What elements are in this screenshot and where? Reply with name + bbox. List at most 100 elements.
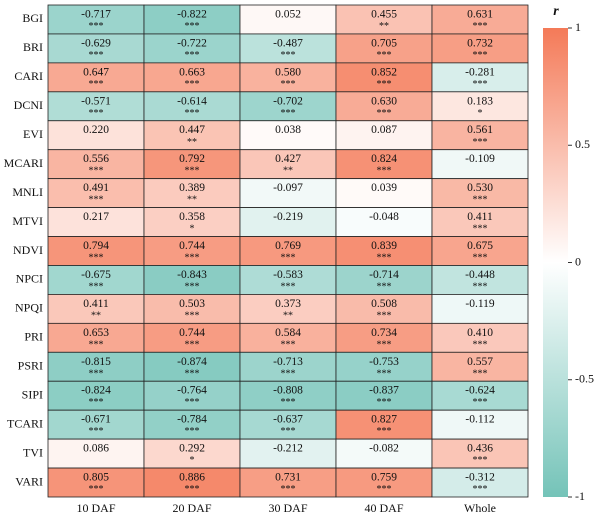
cell-value: 0.373: [275, 298, 301, 310]
cell-value: 0.389: [179, 182, 205, 194]
cell-value: 0.039: [371, 182, 397, 194]
cell-significance: ***: [89, 426, 104, 437]
y-tick-label: CARI: [14, 69, 43, 83]
heatmap-cell: [431, 265, 529, 295]
heatmap-cell: [143, 120, 241, 151]
cell-value: 0.839: [371, 240, 397, 252]
colorbar-tick-label: 0: [575, 254, 581, 268]
heatmap-cell: [335, 322, 433, 353]
cell-value: -0.219: [273, 211, 303, 223]
cell-value: 0.824: [371, 153, 397, 165]
x-tick-label: 20 DAF: [172, 501, 211, 515]
heatmap-cell: [47, 207, 145, 237]
cell-value: 0.584: [275, 327, 301, 339]
cell-value: -0.448: [465, 269, 495, 281]
y-tick-label: TCARI: [7, 416, 43, 430]
heatmap-cell: [335, 91, 433, 122]
cell-value: -0.624: [465, 385, 495, 397]
heatmap-cell: [335, 265, 433, 295]
cell-significance: ***: [89, 166, 104, 177]
cell-value: 0.647: [83, 66, 109, 78]
cell-value: 0.769: [275, 240, 301, 252]
cell-value: 0.886: [179, 472, 205, 484]
heatmap-cell: [47, 33, 145, 64]
heatmap-cell: [143, 62, 241, 93]
colorbar: [543, 28, 568, 497]
cell-significance: ***: [89, 21, 104, 32]
cell-significance: ***: [281, 426, 296, 437]
cell-value: -0.212: [273, 443, 303, 455]
cell-significance: ***: [185, 21, 200, 32]
cell-significance: ***: [89, 397, 104, 408]
heatmap-cell: [239, 409, 337, 440]
y-tick-label: NDVI: [13, 243, 43, 257]
heatmap-cell: [239, 380, 337, 411]
heatmap-cell: [431, 380, 529, 411]
cell-significance: ***: [89, 281, 104, 292]
cell-significance: ***: [281, 108, 296, 119]
cell-significance: ***: [281, 281, 296, 292]
cell-significance: ***: [89, 339, 104, 350]
cell-value: 0.759: [371, 472, 397, 484]
cell-significance: ***: [473, 224, 488, 235]
cell-significance: ***: [473, 253, 488, 264]
cell-value: 0.561: [467, 124, 493, 136]
cell-significance: ***: [377, 368, 392, 379]
cell-significance: **: [283, 310, 293, 321]
cell-value: -0.614: [177, 95, 207, 107]
heatmap-cell: [47, 265, 145, 295]
cell-value: -0.713: [273, 356, 303, 368]
cell-significance: **: [187, 137, 197, 148]
cell-value: -0.815: [81, 356, 111, 368]
cell-value: 0.630: [371, 95, 397, 107]
cell-significance: **: [379, 21, 389, 32]
colorbar-tick-label: -0.5: [575, 372, 594, 386]
cell-significance: ***: [281, 339, 296, 350]
cell-significance: ***: [473, 397, 488, 408]
cell-value: 0.503: [179, 298, 205, 310]
cell-value: 0.556: [83, 153, 109, 165]
cell-value: -0.048: [369, 211, 399, 223]
heatmap-cell: [239, 120, 337, 151]
cell-significance: ***: [185, 108, 200, 119]
cell-value: -0.109: [465, 153, 495, 165]
cell-value: -0.874: [177, 356, 207, 368]
cell-value: 0.734: [371, 327, 397, 339]
cell-value: -0.702: [273, 95, 303, 107]
cell-value: -0.097: [273, 182, 303, 194]
cell-significance: ***: [473, 368, 488, 379]
cell-significance: ***: [473, 281, 488, 292]
y-tick-label: EVI: [23, 127, 43, 141]
cell-significance: ***: [473, 484, 488, 495]
heatmap-cell: [143, 409, 241, 440]
cell-value: 0.220: [83, 124, 109, 136]
heatmap-cell: [239, 149, 337, 180]
cell-significance: ***: [185, 79, 200, 90]
cell-significance: ***: [185, 426, 200, 437]
cell-significance: *: [190, 224, 195, 235]
heatmap-cell: [143, 467, 241, 498]
heatmap-cell: [47, 120, 145, 151]
heatmap-cell: [239, 467, 337, 498]
cell-significance: ***: [377, 397, 392, 408]
heatmap-cell: [47, 380, 145, 411]
y-tick-label: BGI: [22, 11, 43, 25]
cell-value: -0.722: [177, 37, 207, 49]
cell-value: 0.653: [83, 327, 109, 339]
heatmap-cell: [47, 467, 145, 498]
cell-value: 0.530: [467, 182, 493, 194]
colorbar-tick-label: 1: [575, 20, 581, 34]
cell-value: 0.183: [467, 95, 493, 107]
cell-significance: ***: [185, 281, 200, 292]
y-tick-label: MCARI: [4, 156, 43, 170]
cell-significance: ***: [377, 50, 392, 61]
y-tick-label: BRI: [23, 40, 43, 54]
cell-value: 0.411: [83, 298, 109, 310]
heatmap-cell: [47, 91, 145, 122]
colorbar-tick-label: 0.5: [575, 137, 590, 151]
heatmap-cell: [143, 265, 241, 295]
cell-significance: ***: [281, 397, 296, 408]
heatmap-cell: [143, 236, 241, 266]
cell-significance: ***: [89, 108, 104, 119]
